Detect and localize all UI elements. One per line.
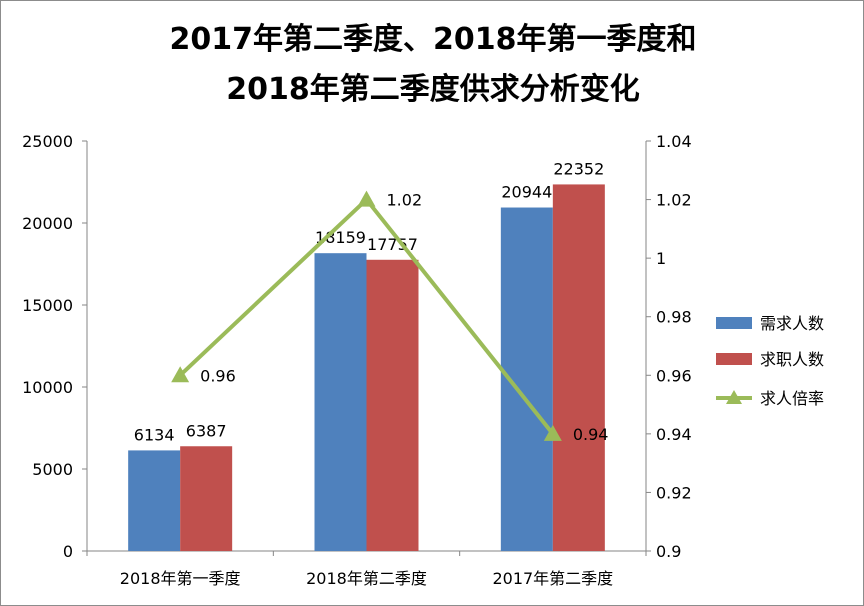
right-tick-label: 1 bbox=[656, 249, 666, 268]
right-tick-label: 0.98 bbox=[656, 308, 692, 327]
left-tick-label: 20000 bbox=[22, 214, 73, 233]
chart-title-line-1: 2017年第二季度、2018年第一季度和 bbox=[169, 22, 697, 57]
bar-jobseekers bbox=[552, 184, 605, 552]
legend-label: 求人倍率 bbox=[760, 389, 824, 408]
right-tick-label: 1.04 bbox=[656, 132, 692, 151]
bar-demand bbox=[128, 450, 181, 551]
legend-swatch bbox=[716, 317, 752, 329]
bar-data-label: 20944 bbox=[501, 183, 552, 202]
ratio-data-label: 1.02 bbox=[387, 191, 423, 210]
bar-data-label: 6134 bbox=[134, 425, 175, 444]
ratio-marker bbox=[357, 190, 376, 207]
bar-data-label: 6387 bbox=[186, 421, 227, 440]
left-tick-label: 5000 bbox=[32, 460, 73, 479]
legend-swatch bbox=[716, 353, 752, 365]
ratio-marker bbox=[171, 366, 190, 383]
bar-jobseekers bbox=[366, 259, 419, 551]
left-tick-label: 10000 bbox=[22, 378, 73, 397]
left-tick-label: 25000 bbox=[22, 132, 73, 151]
chart-title-line-2: 2018年第二季度供求分析变化 bbox=[226, 72, 640, 107]
right-tick-label: 0.92 bbox=[656, 483, 692, 502]
legend-label: 求职人数 bbox=[760, 350, 824, 369]
bar-data-label: 18159 bbox=[315, 228, 366, 247]
left-tick-label: 15000 bbox=[22, 296, 73, 315]
right-tick-label: 0.96 bbox=[656, 366, 692, 385]
right-tick-label: 0.9 bbox=[656, 542, 681, 561]
right-tick-label: 0.94 bbox=[656, 425, 692, 444]
x-tick-label: 2018年第二季度 bbox=[306, 569, 427, 588]
bar-data-label: 17757 bbox=[367, 235, 418, 254]
bar-jobseekers bbox=[180, 446, 233, 551]
x-tick-label: 2018年第一季度 bbox=[120, 569, 241, 588]
chart-title: 2017年第二季度、2018年第一季度和 2018年第二季度供求分析变化 bbox=[1, 15, 863, 115]
ratio-data-label: 0.96 bbox=[200, 366, 236, 385]
right-tick-label: 1.02 bbox=[656, 191, 692, 210]
ratio-marker bbox=[543, 424, 562, 441]
ratio-data-label: 0.94 bbox=[573, 425, 609, 444]
bar-data-label: 22352 bbox=[553, 159, 604, 178]
x-tick-label: 2017年第二季度 bbox=[492, 569, 613, 588]
left-tick-label: 0 bbox=[63, 542, 73, 561]
bar-demand bbox=[314, 253, 367, 552]
legend-marker bbox=[726, 390, 742, 404]
legend-label: 需求人数 bbox=[760, 314, 824, 333]
